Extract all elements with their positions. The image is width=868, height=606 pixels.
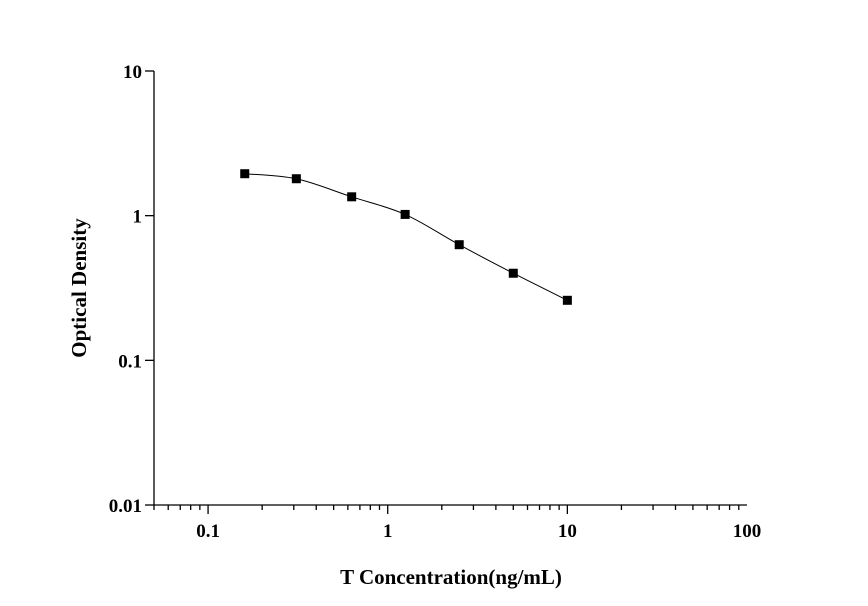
- x-tick-label: 0.1: [196, 521, 220, 542]
- x-tick-label: 1: [383, 521, 393, 542]
- data-point: [291, 174, 301, 184]
- y-axis-ticks: 0.01 0.1 1 10: [109, 62, 154, 517]
- axes: [153, 71, 747, 506]
- x-axis-title: T Concentration(ng/mL): [340, 565, 562, 589]
- data-point: [240, 169, 250, 179]
- y-tick-label: 1: [133, 207, 143, 228]
- y-axis-title: Optical Density: [67, 218, 91, 358]
- fit-curve: [244, 173, 568, 301]
- y-tick-label: 0.1: [118, 351, 142, 372]
- y-tick-label: 0.01: [109, 496, 142, 517]
- y-tick-label: 10: [123, 62, 142, 83]
- data-point: [508, 268, 518, 278]
- data-point: [562, 295, 572, 305]
- data-point: [454, 240, 464, 250]
- data-point: [347, 192, 357, 202]
- x-tick-label: 10: [558, 521, 577, 542]
- data-point: [400, 209, 410, 219]
- data-points: [240, 169, 572, 305]
- x-axis-ticks: 0.1 1 10 100: [153, 505, 762, 542]
- x-tick-label: 100: [733, 521, 762, 542]
- fit-curve-line: [244, 173, 568, 301]
